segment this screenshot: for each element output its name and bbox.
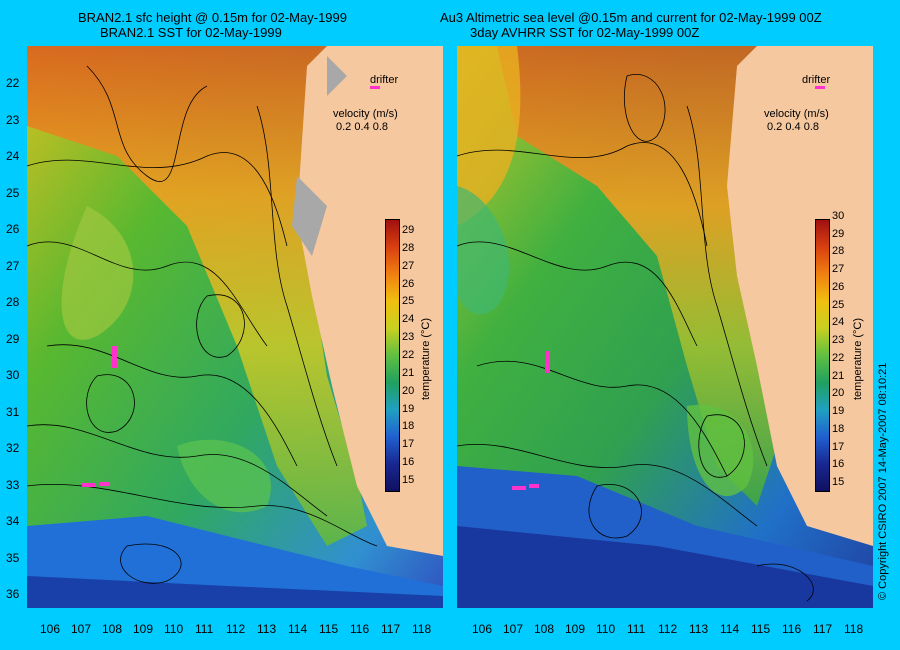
colorbar-tick-label: 20 [402,384,415,397]
colorbar-tick-label: 25 [402,295,415,308]
colorbar-tick-label: 18 [402,420,415,433]
colorbar-tick-label: 23 [402,331,415,344]
colorbar-tick-label: 19 [832,405,845,418]
longitude-tick-label: 112 [226,622,246,636]
right-title-line1: Au3 Altimetric sea level @0.15m and curr… [440,10,822,25]
left-velocity-scale: 0.2 0.4 0.8 [336,121,388,133]
latitude-tick-label: 25 [6,185,20,200]
longitude-tick-label: 109 [565,622,586,636]
latitude-tick-label: 28 [6,295,20,309]
latitude-tick-label: 27 [6,258,20,273]
longitude-tick-label: 116 [350,622,370,636]
longitude-tick-label: 111 [195,622,214,636]
latitude-tick-label: 30 [6,368,20,382]
latitude-tick-label: 34 [6,514,20,528]
longitude-tick-label: 116 [782,622,802,636]
longitude-tick-label: 113 [257,622,277,636]
longitude-tick-label: 110 [596,622,616,636]
longitude-tick-label: 108 [534,622,555,636]
colorbar-tick-label: 22 [832,351,845,364]
longitude-tick-label: 114 [288,622,308,636]
right-sst-map [457,46,873,608]
longitude-tick-label: 109 [133,622,154,636]
left-colorbar [385,219,400,492]
longitude-tick-label: 107 [503,622,524,636]
longitude-tick-label: 106 [40,622,61,636]
colorbar-tick-label: 16 [832,458,845,471]
longitude-tick-label: 107 [71,622,92,636]
longitude-tick-label: 106 [472,622,493,636]
latitude-tick-label: 29 [6,331,20,346]
colorbar-tick-label: 17 [402,438,415,451]
longitude-tick-label: 115 [751,622,771,636]
colorbar-tick-label: 17 [832,440,845,453]
latitude-tick-label: 24 [6,149,20,163]
left-title-line2: BRAN2.1 SST for 02-May-1999 [100,25,282,40]
right-map-panel [457,46,873,608]
right-colorbar-title: temperature (°C) [852,317,864,400]
longitude-tick-label: 118 [412,622,432,636]
latitude-tick-label: 23 [6,112,20,127]
colorbar-tick-label: 24 [402,313,415,326]
longitude-tick-label: 115 [319,622,339,636]
colorbar-tick-label: 22 [402,349,415,361]
colorbar-tick-label: 26 [402,277,415,290]
latitude-tick-label: 32 [6,441,20,455]
left-drifter-label: drifter [370,74,399,86]
left-title-line1: BRAN2.1 sfc height @ 0.15m for 02-May-19… [78,10,347,25]
latitude-tick-label: 36 [6,587,20,601]
colorbar-tick-label: 27 [402,259,415,272]
latitude-tick-label: 35 [6,550,20,565]
longitude-tick-label: 112 [658,622,678,636]
colorbar-tick-label: 20 [832,387,845,400]
right-title-line2: 3day AVHRR SST for 02-May-1999 00Z [470,25,700,40]
longitude-tick-label: 117 [381,622,401,636]
colorbar-tick-label: 21 [402,366,415,379]
longitude-tick-label: 113 [689,622,709,636]
right-colorbar [815,219,830,492]
colorbar-tick-label: 15 [832,476,845,488]
right-drifter-label: drifter [802,74,831,86]
colorbar-tick-label: 15 [402,474,415,486]
colorbar-tick-label: 23 [832,334,845,347]
left-velocity-label: velocity (m/s) [333,108,398,120]
longitude-tick-label: 110 [164,622,184,636]
left-colorbar-title: temperature (°C) [420,317,432,400]
right-drifter-tracks [512,351,550,490]
longitude-tick-label: 118 [844,622,864,636]
colorbar-tick-label: 25 [832,298,845,311]
colorbar-tick-label: 30 [832,210,845,222]
colorbar-tick-label: 28 [402,241,415,254]
colorbar-tick-label: 28 [832,245,845,258]
longitude-tick-label: 117 [813,622,833,636]
colorbar-tick-label: 27 [832,263,845,276]
colorbar-tick-label: 29 [832,227,845,240]
latitude-tick-label: 26 [6,222,20,236]
left-drifter-tracks [82,346,117,487]
copyright-text: © Copyright CSIRO 2007 14-May-2007 08:10… [877,362,889,600]
longitude-tick-label: 108 [102,622,123,636]
latitude-tick-label: 22 [6,76,20,90]
right-velocity-scale: 0.2 0.4 0.8 [767,121,819,133]
left-map-panel [27,46,443,608]
longitude-tick-label: 114 [720,622,740,636]
latitude-tick-label: 33 [6,477,20,492]
left-sst-map [27,46,443,608]
colorbar-tick-label: 18 [832,422,845,435]
colorbar-tick-label: 19 [402,402,415,415]
colorbar-tick-label: 29 [402,224,415,236]
longitude-tick-label: 111 [627,622,646,636]
colorbar-tick-label: 24 [832,316,845,329]
colorbar-tick-label: 26 [832,280,845,293]
colorbar-tick-label: 21 [832,369,845,382]
colorbar-tick-label: 16 [402,456,415,469]
right-velocity-label: velocity (m/s) [764,108,829,120]
latitude-tick-label: 31 [6,404,20,419]
